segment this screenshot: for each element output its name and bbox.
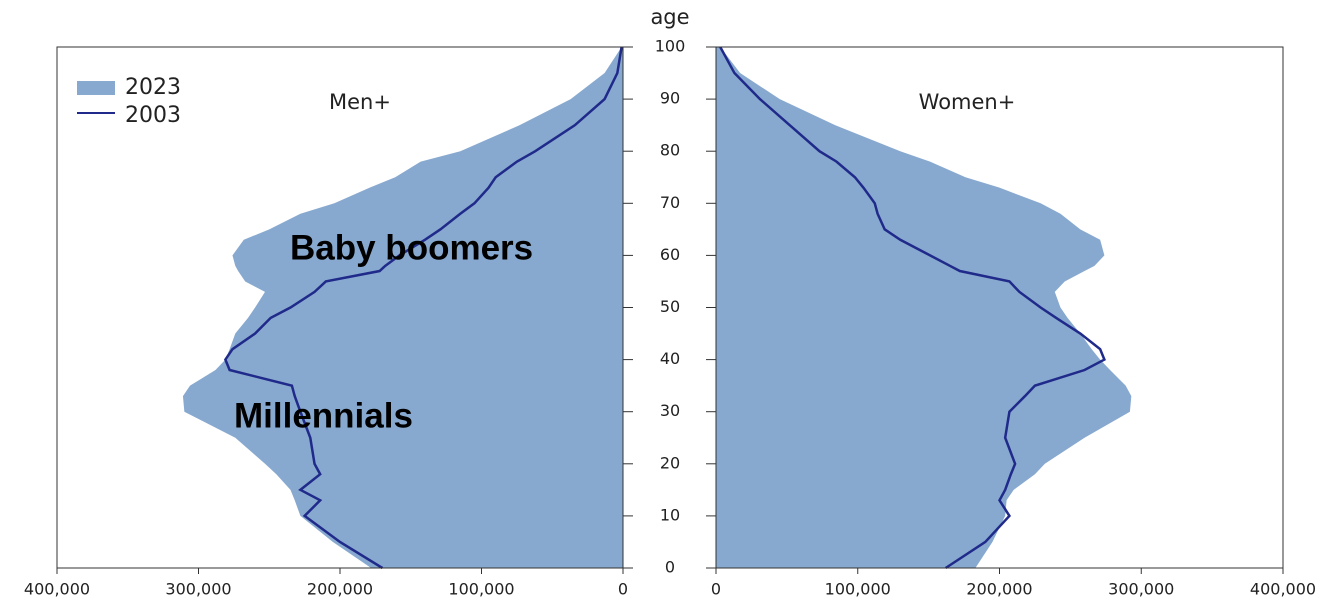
y-tick-label: 90 <box>660 89 680 108</box>
panel-title: Women+ <box>919 90 1016 114</box>
y-tick-label: 80 <box>660 141 680 160</box>
x-tick-label: 400,000 <box>1250 580 1316 599</box>
legend-swatch <box>77 81 115 95</box>
y-tick-label: 50 <box>660 297 680 316</box>
area <box>182 47 623 568</box>
annotation: Baby boomers <box>290 228 533 267</box>
x-tick-label: 300,000 <box>1108 580 1174 599</box>
y-tick-label: 10 <box>660 505 680 524</box>
line <box>719 46 1106 570</box>
x-tick-label: 400,000 <box>24 580 90 599</box>
x-tick-label: 300,000 <box>165 580 231 599</box>
legend-label: 2003 <box>125 103 181 128</box>
x-tick-label: 100,000 <box>448 580 514 599</box>
x-tick-label: 200,000 <box>307 580 373 599</box>
y-tick-label: 30 <box>660 401 680 420</box>
x-tick-label: 0 <box>618 580 628 599</box>
y-tick-label: 20 <box>660 453 680 472</box>
y-axis-label: age <box>650 5 689 29</box>
y-tick-label: 60 <box>660 245 680 264</box>
line <box>223 46 623 570</box>
x-tick-label: 100,000 <box>825 580 891 599</box>
y-tick-label: 40 <box>660 349 680 368</box>
y-tick-label: 100 <box>655 37 686 56</box>
y-tick-label: 0 <box>665 558 675 577</box>
annotation: Millennials <box>234 396 413 435</box>
panel-title: Men+ <box>329 90 391 114</box>
x-tick-label: 0 <box>711 580 721 599</box>
x-tick-label: 200,000 <box>966 580 1032 599</box>
legend-label: 2023 <box>125 75 181 100</box>
area <box>716 47 1132 568</box>
y-tick-label: 70 <box>660 193 680 212</box>
